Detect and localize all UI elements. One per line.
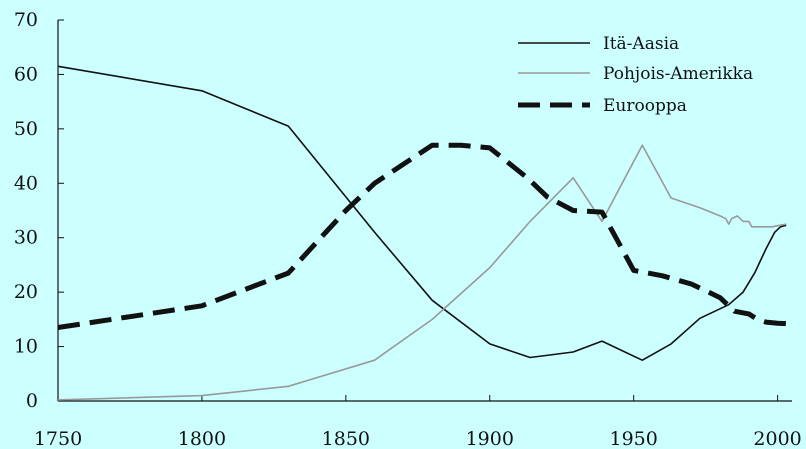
axes: 0 10 20 30 40 50 60 70 1750 1800 1850 1900 1950 2000 (14, 9, 802, 449)
legend-label-3: Eurooppa (603, 96, 687, 116)
y-tick-label: 60 (14, 63, 38, 85)
y-tick-label: 50 (14, 118, 38, 140)
y-tick-label: 20 (14, 281, 38, 303)
series-line-1 (57, 65, 787, 362)
x-tick-label: 1900 (466, 428, 514, 449)
legend: Itä-Aasia Pohjois-Amerikka Eurooppa (518, 34, 753, 116)
x-tick-label: 1800 (178, 428, 226, 449)
legend-label-1: Itä-Aasia (603, 34, 679, 54)
legend-label-2: Pohjois-Amerikka (603, 64, 753, 84)
series-layer (57, 65, 787, 401)
x-tick-label: 1950 (610, 428, 658, 449)
series-line-2 (57, 144, 787, 401)
y-tick-label: 10 (14, 336, 38, 358)
series-line-3 (57, 142, 787, 330)
x-tick-label: 1750 (34, 428, 82, 449)
x-tick-label: 1850 (322, 428, 370, 449)
y-tick-label: 0 (26, 390, 38, 412)
y-tick-label: 70 (14, 9, 38, 31)
x-tick-label: 2000 (753, 428, 801, 449)
y-tick-label: 40 (14, 172, 38, 194)
y-tick-label: 30 (14, 227, 38, 249)
